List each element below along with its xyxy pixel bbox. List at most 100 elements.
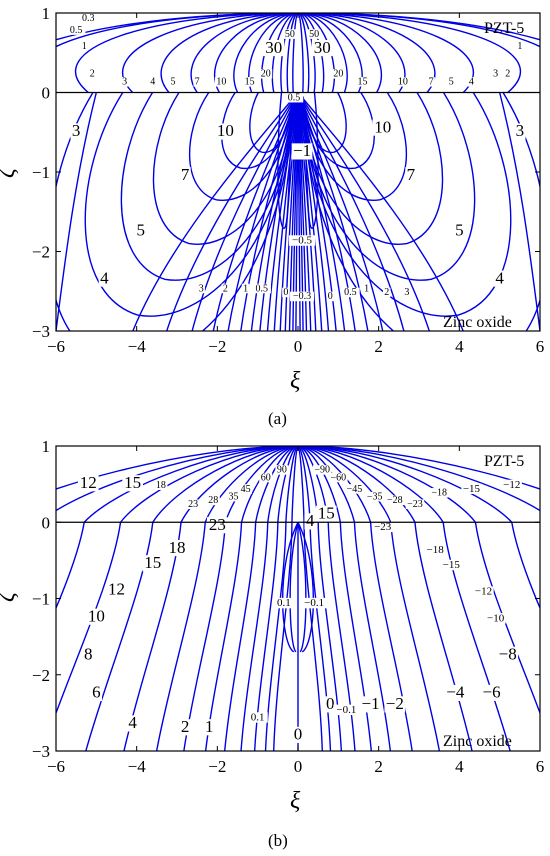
contour-label-bg xyxy=(290,291,315,302)
contour-label-bg xyxy=(283,29,297,39)
contour-label: −12 xyxy=(475,586,492,598)
contour-line-lower xyxy=(56,522,122,715)
contour-line-lower-lobe xyxy=(302,92,512,317)
contour-label: −15 xyxy=(463,483,481,495)
contour-label-bg xyxy=(186,499,200,509)
contour-line-lower-lobe xyxy=(120,92,294,281)
y-tick-label: −2 xyxy=(32,243,50,262)
contour-label-bg xyxy=(282,287,290,298)
contour-label-bg xyxy=(485,613,506,624)
contour-label-bg xyxy=(365,491,384,502)
y-tick-label: 1 xyxy=(42,437,51,456)
contour-label: 0.5 xyxy=(70,25,83,36)
panel-b-lower-material: Zinc oxide xyxy=(443,733,512,750)
contour-label-bg xyxy=(126,715,139,732)
contour-line-upper xyxy=(297,446,444,523)
contour-label: 1 xyxy=(243,283,248,294)
panel-a-lower-material: Zinc oxide xyxy=(443,314,512,331)
contour-line-lower xyxy=(442,522,511,751)
contour-label: 3 xyxy=(404,287,409,298)
contour-line-outer xyxy=(498,92,540,331)
contour-label: 5 xyxy=(170,77,175,88)
contour-label: 20 xyxy=(333,69,343,80)
contour-line-upper xyxy=(233,13,299,93)
contour-label: −60 xyxy=(331,472,347,483)
y-tick-label: −1 xyxy=(32,163,50,182)
contour-label: 1 xyxy=(82,41,87,52)
contour-label: −10 xyxy=(487,612,505,624)
contour-label: 2 xyxy=(384,287,389,298)
contour-label-bg xyxy=(291,143,313,160)
contour-line-lower xyxy=(297,92,346,331)
contour-label: −6 xyxy=(483,683,501,702)
contour-line-lower xyxy=(166,92,299,331)
contour-label: 5 xyxy=(136,221,145,240)
contour-line-upper xyxy=(119,446,299,523)
contour-label: −1 xyxy=(362,694,380,713)
contour-line-lower xyxy=(327,522,356,751)
contour-label: 2 xyxy=(181,717,190,736)
contour-line-lower xyxy=(266,92,299,331)
contour-label-bg xyxy=(441,559,462,571)
contour-line-lower-lobe xyxy=(302,92,540,331)
contour-line-upper xyxy=(297,446,477,523)
contour-label: 3 xyxy=(493,69,498,80)
contour-label-bg xyxy=(307,29,321,39)
contour-label-bg xyxy=(122,475,143,492)
contour-line-upper xyxy=(285,446,299,523)
contour-label: −45 xyxy=(347,484,363,495)
contour-label: 0 xyxy=(294,725,303,744)
contour-label: −15 xyxy=(443,559,461,571)
contour-label-bg xyxy=(106,581,127,599)
contour-label: 0.3 xyxy=(82,13,95,24)
contour-label: −0.1 xyxy=(336,704,356,716)
contour-label: −8 xyxy=(499,645,517,664)
contour-label: 23 xyxy=(209,515,226,534)
contour-label-bg xyxy=(82,646,94,663)
contour-label: 15 xyxy=(318,503,335,522)
contour-label-bg xyxy=(324,696,336,713)
contour-label: 10 xyxy=(217,121,234,140)
x-tick-label: −2 xyxy=(208,757,226,776)
contour-label-bg xyxy=(259,69,273,79)
contour-line-lower xyxy=(272,522,293,751)
contour-label-bg xyxy=(429,488,449,498)
contour-label: 18 xyxy=(156,480,166,491)
contour-line-lower-lobe xyxy=(302,92,476,281)
panel-a-contours xyxy=(56,13,540,331)
contour-label-bg xyxy=(481,684,502,702)
contour-label-bg xyxy=(516,41,524,51)
contour-line-lower xyxy=(414,522,473,751)
contour-label-bg xyxy=(284,92,304,103)
x-tick-label: 4 xyxy=(455,337,464,356)
contour-label-bg xyxy=(467,77,476,87)
contour-label: 4 xyxy=(150,77,155,88)
contour-line-upper xyxy=(297,446,540,490)
contour-line-lower xyxy=(297,92,464,331)
contour-label-bg xyxy=(453,222,466,239)
contour-label-bg xyxy=(288,235,316,246)
contour-label: −28 xyxy=(387,495,403,506)
contour-label-bg xyxy=(273,597,294,609)
contour-line-upper xyxy=(152,446,299,523)
contour-label: −1 xyxy=(293,141,311,160)
contour-label-bg xyxy=(427,77,435,87)
contour-label-bg xyxy=(215,123,236,140)
contour-label: 0 xyxy=(326,694,335,713)
panel-a-upper-material: PZT-5 xyxy=(484,20,524,37)
contour-label-bg xyxy=(333,704,360,716)
contour-label-bg xyxy=(206,495,220,506)
contour-label: −0.3 xyxy=(293,291,311,302)
contour-label-bg xyxy=(311,40,333,57)
x-tick-label: 0 xyxy=(294,757,303,776)
contour-line-lower xyxy=(353,522,392,751)
contour-label: −35 xyxy=(367,491,383,502)
contour-label: 50 xyxy=(309,29,319,40)
contour-line-lower-lobe xyxy=(84,92,294,317)
contour-label: 8 xyxy=(84,645,93,664)
contour-label-bg xyxy=(169,77,177,87)
contour-line-lower xyxy=(309,522,332,751)
x-tick-label: 2 xyxy=(374,757,383,776)
